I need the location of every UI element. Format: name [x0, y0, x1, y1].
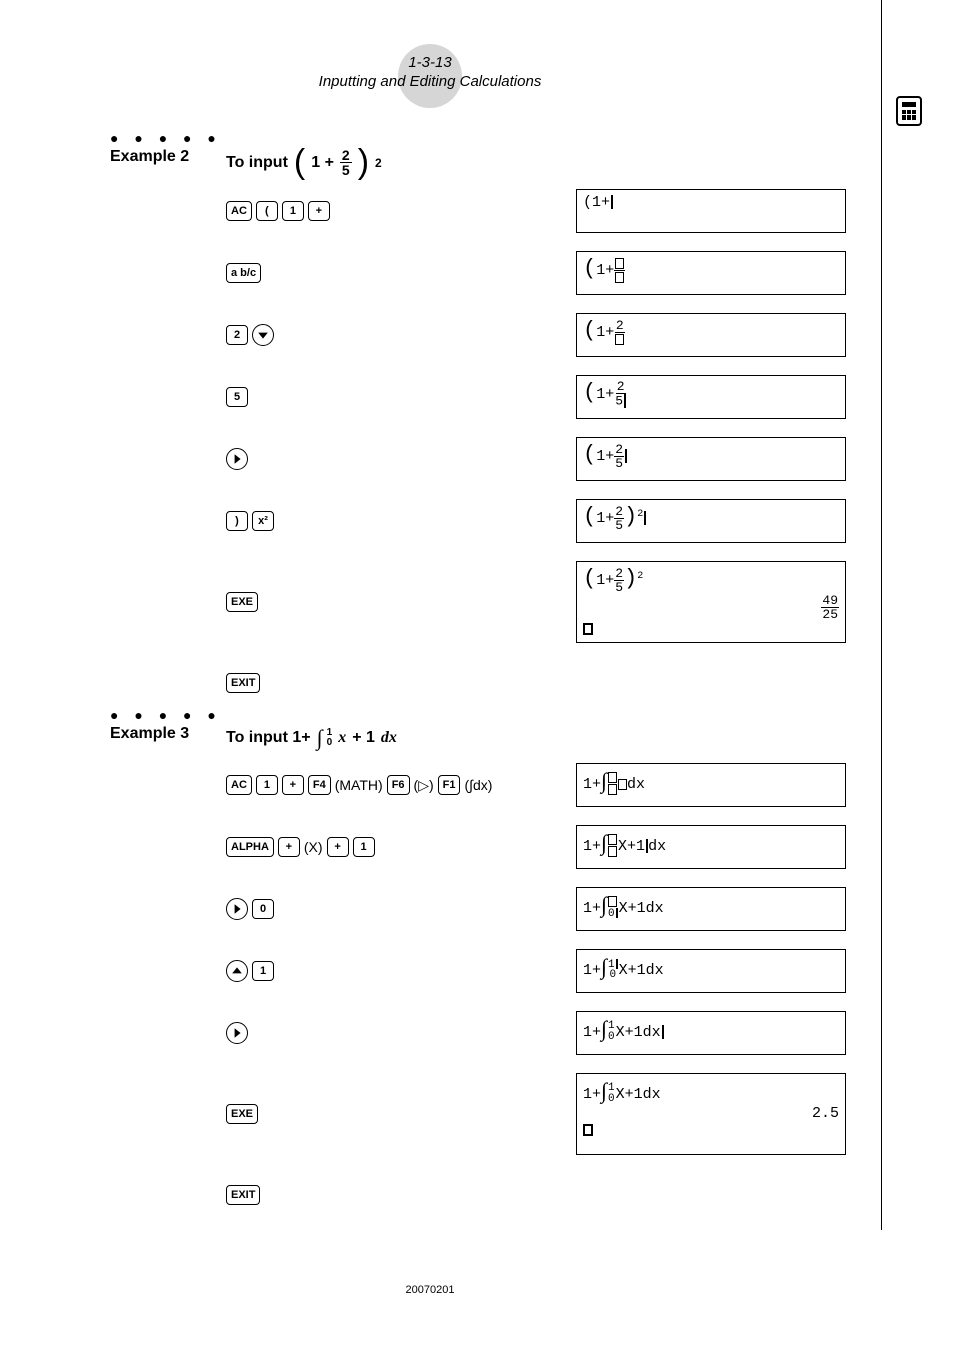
- step-keys: a b/c: [226, 251, 566, 295]
- key-: [226, 448, 248, 470]
- screen-result: 4925: [583, 594, 839, 621]
- key-exe: EXE: [226, 1104, 258, 1124]
- step-keys: [226, 1011, 566, 1055]
- step-keys: ALPHA+(X)+1: [226, 825, 566, 869]
- key-annotation: (∫dx): [464, 777, 492, 793]
- screen-expression: (1+25)2: [583, 504, 839, 532]
- screen-expression: 1+∫dx: [583, 768, 839, 796]
- calculator-screen: 1+∫X+1dx: [576, 825, 846, 869]
- page-ref: 1-3-13: [0, 54, 860, 71]
- step-keys: EXE: [226, 561, 566, 643]
- screen-expression: (1+: [583, 256, 839, 284]
- example-title: To input (1 + 25)2: [226, 148, 382, 177]
- page-title: Inputting and Editing Calculations: [0, 73, 860, 90]
- screen-result: 2.5: [583, 1105, 839, 1122]
- step-keys: AC1+F4(MATH)F6(▷)F1(∫dx): [226, 763, 566, 807]
- key-x: x²: [252, 511, 274, 531]
- screen-expression: 1+∫10X+1dx: [583, 954, 839, 981]
- step-keys: AC(1+: [226, 189, 566, 233]
- key-: [226, 1022, 248, 1044]
- step-grid: AC1+F4(MATH)F6(▷)F1(∫dx)1+∫dxALPHA+(X)+1…: [226, 763, 850, 1155]
- key-f6: F6: [387, 775, 410, 795]
- step-grid: AC(1+(1+a b/c(1+2(1+25(1+25(1+25)x²(1+25…: [226, 189, 850, 643]
- screen-expression: 1+∫X+1dx: [583, 830, 839, 858]
- calculator-screen: (1+25)24925: [576, 561, 846, 643]
- key-ac: AC: [226, 201, 252, 221]
- screen-expression: (1+: [583, 194, 839, 211]
- key-1: 1: [256, 775, 278, 795]
- calculator-screen: (1+25: [576, 375, 846, 419]
- calculator-screen: 1+∫10X+1dx2.5: [576, 1073, 846, 1155]
- footer-code: 20070201: [0, 1284, 860, 1296]
- screen-cursor: [583, 1122, 839, 1139]
- calculator-screen: (1+: [576, 189, 846, 233]
- calculator-screen: (1+25)2: [576, 499, 846, 543]
- section-dots: ● ● ● ● ●: [110, 707, 850, 723]
- step-keys: EXE: [226, 1073, 566, 1155]
- key-: (: [256, 201, 278, 221]
- page-content: ● ● ● ● ●Example 2To input (1 + 25)2AC(1…: [110, 130, 850, 1219]
- calculator-screen: 1+∫10X+1dx: [576, 949, 846, 993]
- key-1: 1: [252, 961, 274, 981]
- key-: [226, 898, 248, 920]
- key-: +: [282, 775, 304, 795]
- key-alpha: ALPHA: [226, 837, 274, 857]
- key-annotation: (X): [304, 839, 323, 855]
- key-: +: [278, 837, 300, 857]
- page-header: 1-3-13 Inputting and Editing Calculation…: [0, 20, 860, 90]
- key-annotation: (MATH): [335, 777, 383, 793]
- calculator-screen: 1+∫dx: [576, 763, 846, 807]
- key-: +: [327, 837, 349, 857]
- screen-expression: 1+∫10X+1dx: [583, 1078, 839, 1105]
- screen-expression: (1+25: [583, 380, 839, 408]
- key-f1: F1: [438, 775, 461, 795]
- step-keys: 0: [226, 887, 566, 931]
- step-keys: 5: [226, 375, 566, 419]
- step-keys: EXIT: [226, 1185, 850, 1205]
- key-: +: [308, 201, 330, 221]
- screen-expression: (1+2: [583, 318, 839, 346]
- key-exit: EXIT: [226, 1185, 260, 1205]
- key-exit: EXIT: [226, 673, 260, 693]
- screen-cursor: [583, 621, 839, 638]
- key-5: 5: [226, 387, 248, 407]
- key-: [226, 960, 248, 982]
- section-dots: ● ● ● ● ●: [110, 130, 850, 146]
- screen-expression: 1+∫10X+1dx: [583, 1016, 839, 1043]
- example-header: Example 2 To input (1 + 25)2: [110, 148, 850, 177]
- step-keys: [226, 437, 566, 481]
- step-keys: 2: [226, 313, 566, 357]
- mode-icon: [896, 96, 922, 126]
- key-2: 2: [226, 325, 248, 345]
- key-abc: a b/c: [226, 263, 261, 283]
- step-keys: )x²: [226, 499, 566, 543]
- key-f4: F4: [308, 775, 331, 795]
- key-exe: EXE: [226, 592, 258, 612]
- calculator-screen: (1+2: [576, 313, 846, 357]
- screen-expression: (1+25)2: [583, 566, 839, 594]
- calculator-screen: 1+∫10X+1dx: [576, 1011, 846, 1055]
- calculator-screen: (1+: [576, 251, 846, 295]
- page-right-rule: [881, 0, 882, 1230]
- step-keys: 1: [226, 949, 566, 993]
- key-ac: AC: [226, 775, 252, 795]
- key-: [252, 324, 274, 346]
- example-label: Example 3: [110, 725, 210, 743]
- key-1: 1: [282, 201, 304, 221]
- example-label: Example 2: [110, 148, 210, 166]
- screen-expression: 1+∫0X+1dx: [583, 892, 839, 920]
- calculator-screen: (1+25: [576, 437, 846, 481]
- example-title: To input 1+ ∫10 x + 1dx: [226, 725, 397, 751]
- calculator-screen: 1+∫0X+1dx: [576, 887, 846, 931]
- key-annotation: (▷): [414, 777, 434, 794]
- key-1: 1: [353, 837, 375, 857]
- key-: ): [226, 511, 248, 531]
- key-0: 0: [252, 899, 274, 919]
- step-keys: EXIT: [226, 673, 850, 693]
- screen-expression: (1+25: [583, 442, 839, 470]
- example-header: Example 3 To input 1+ ∫10 x + 1dx: [110, 725, 850, 751]
